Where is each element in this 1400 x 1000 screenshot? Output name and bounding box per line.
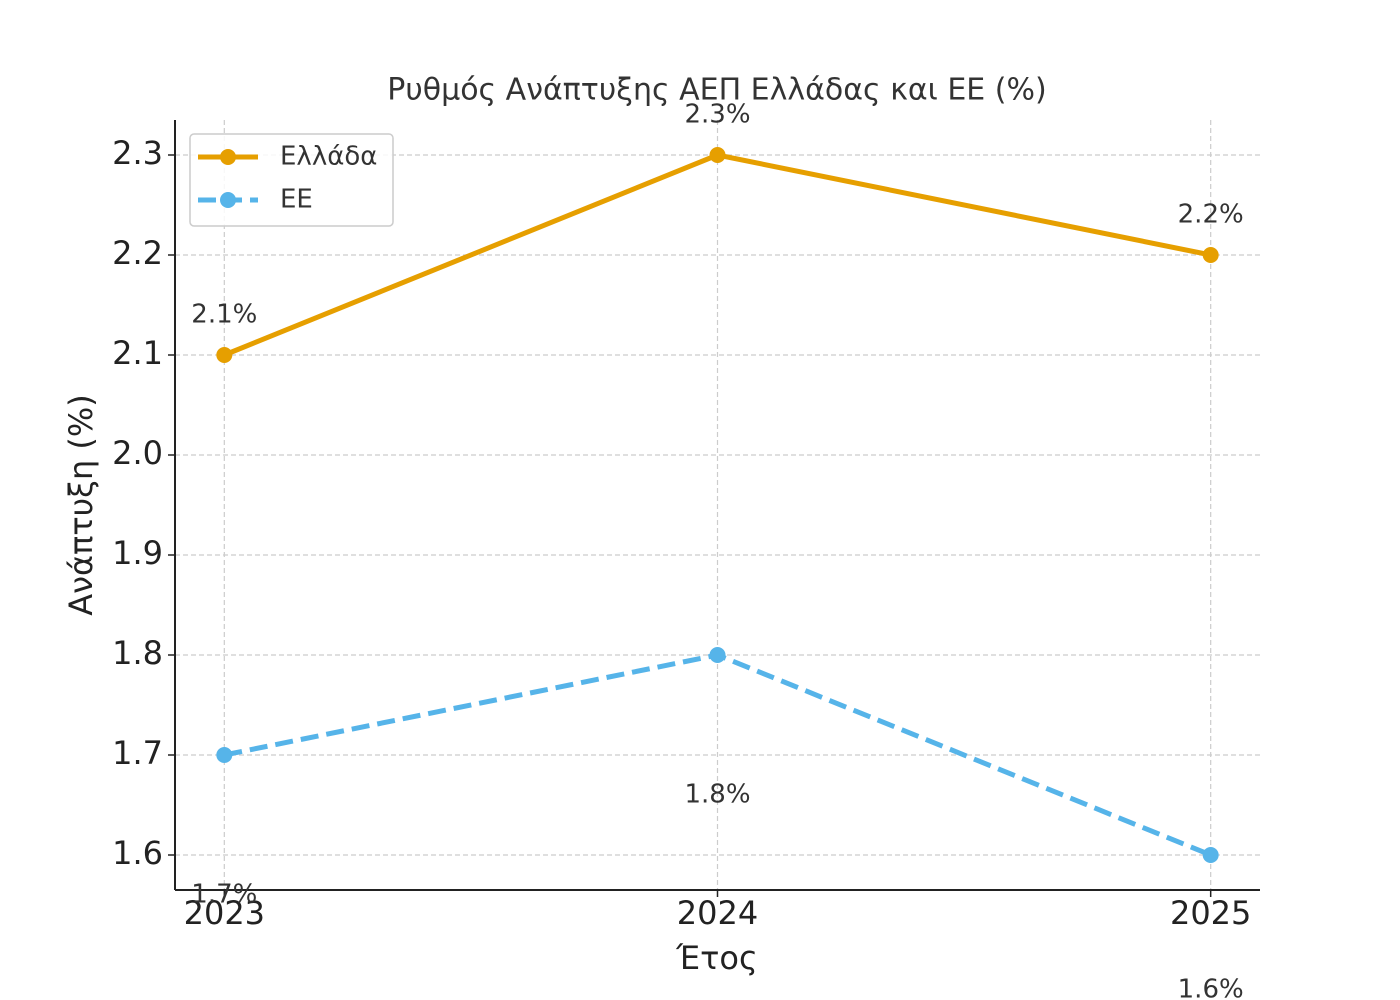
legend-label: Ελλάδα — [280, 142, 377, 172]
y-tick-label: 2.2 — [112, 234, 163, 272]
legend-marker — [220, 192, 236, 208]
data-point — [216, 747, 233, 763]
value-label: 1.8% — [684, 780, 750, 810]
x-tick-label: 2023 — [184, 894, 265, 932]
legend-marker — [220, 149, 236, 165]
value-label: 2.3% — [684, 100, 750, 130]
legend-label: ΕΕ — [280, 185, 313, 215]
x-tick-label: 2025 — [1170, 894, 1251, 932]
y-tick-label: 1.7 — [112, 734, 163, 772]
y-tick-label: 2.3 — [112, 134, 163, 172]
data-point — [1202, 847, 1219, 863]
x-tick-label: 2024 — [677, 894, 758, 932]
data-point — [216, 347, 233, 363]
data-point — [709, 647, 726, 663]
y-tick-label: 2.1 — [112, 334, 163, 372]
chart-title: Ρυθμός Ανάπτυξης ΑΕΠ Ελλάδας και ΕΕ (%) — [387, 73, 1046, 108]
y-axis-label: Ανάπτυξη (%) — [62, 394, 100, 616]
y-tick-label: 1.6 — [112, 834, 163, 872]
value-label: 1.6% — [1178, 975, 1244, 1000]
data-point — [1202, 247, 1219, 263]
x-axis-label: Έτος — [675, 939, 758, 977]
value-label: 2.1% — [191, 300, 257, 330]
value-label: 1.7% — [191, 880, 257, 910]
y-tick-label: 1.9 — [112, 534, 163, 572]
y-tick-label: 1.8 — [112, 634, 163, 672]
data-point — [709, 147, 726, 163]
y-tick-label: 2.0 — [112, 434, 163, 472]
value-label: 2.2% — [1178, 200, 1244, 230]
